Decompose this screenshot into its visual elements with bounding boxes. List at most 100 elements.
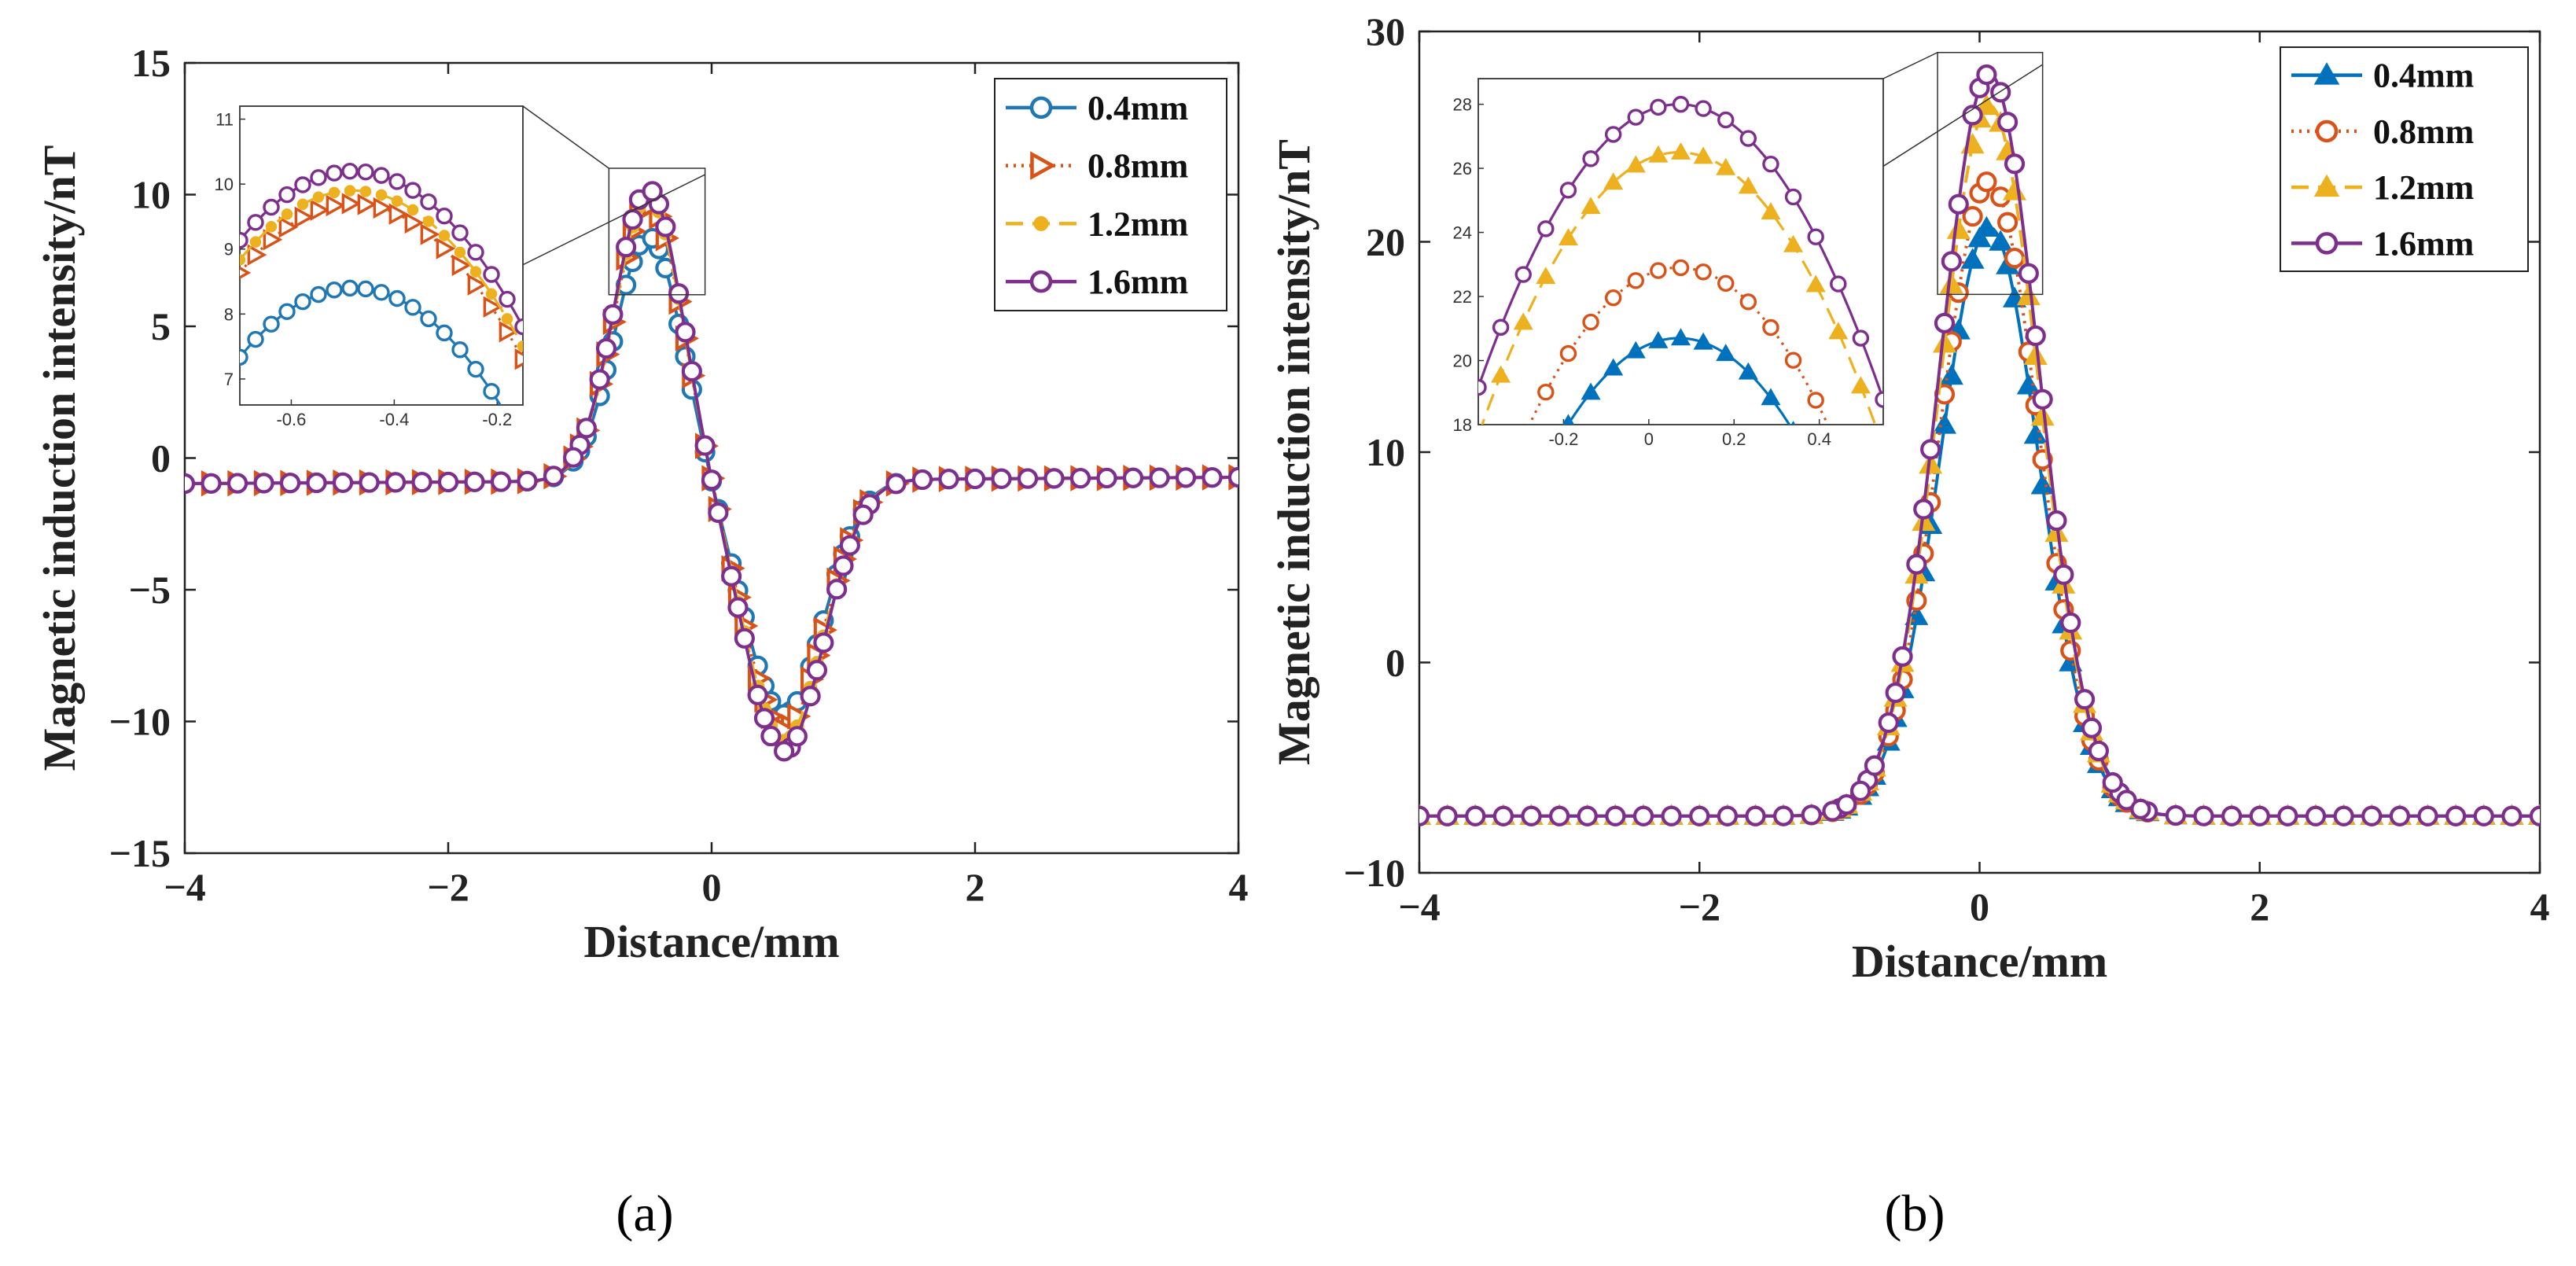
data-point xyxy=(1919,453,1943,474)
inset-data-point xyxy=(357,193,377,215)
data-point xyxy=(2030,473,2055,495)
inset-data-point xyxy=(263,315,280,333)
zoom-region xyxy=(1937,52,2044,296)
inset-data-point xyxy=(1830,275,1847,293)
inset-data-point xyxy=(1582,150,1599,167)
data-point xyxy=(1948,193,1969,215)
inset-data-point xyxy=(1717,111,1735,129)
inset-data-point xyxy=(359,186,372,197)
data-point xyxy=(490,471,512,492)
inset-data-point xyxy=(341,279,359,297)
data-point xyxy=(727,597,749,618)
inset-y-tick-label: 11 xyxy=(215,110,234,130)
inset-data-point xyxy=(1852,329,1870,347)
inset-x-tick-label: 0 xyxy=(1644,429,1654,449)
inset-data-point xyxy=(1762,318,1779,337)
inset-data-point xyxy=(451,224,469,241)
y-tick-label: −10 xyxy=(1344,851,1406,895)
inset-series-0.8mm xyxy=(240,193,523,370)
data-point xyxy=(1419,805,1430,826)
x-tick-label: 0 xyxy=(702,865,722,909)
inset-y-tick-label: 9 xyxy=(224,240,234,259)
inset-data-point xyxy=(1514,266,1532,283)
data-point xyxy=(1892,646,1913,667)
inset-y-tick-label: 20 xyxy=(1453,351,1472,371)
data-point xyxy=(675,322,696,343)
inset-data-point xyxy=(517,340,523,352)
data-point xyxy=(839,535,860,556)
data-point xyxy=(852,504,874,525)
inset-plot: -0.6 -0.4 -0.2 7 8 9 10 11 xyxy=(215,105,524,429)
data-point xyxy=(681,361,702,382)
inset-data-point xyxy=(1562,414,1575,425)
legend-entry: 1.6mm xyxy=(1006,263,1188,301)
data-point xyxy=(2088,740,2109,762)
inset-data-point xyxy=(1716,344,1736,362)
inset-data-point xyxy=(310,199,330,221)
legend-marker xyxy=(1029,270,1053,293)
data-point xyxy=(1492,805,1514,826)
data-point xyxy=(1906,554,1927,575)
inset-plot: -0.2 0 0.2 0.4 18 20 22 24 26 28 xyxy=(1453,78,1884,449)
data-point xyxy=(1632,805,1654,826)
inset-data-point xyxy=(514,318,523,336)
inset-data-point xyxy=(1739,293,1757,311)
data-point xyxy=(2116,789,2137,811)
data-point xyxy=(226,473,248,494)
inset-data-point xyxy=(1695,100,1712,117)
inset-data-point xyxy=(1650,262,1667,279)
inset-data-point xyxy=(1625,155,1646,173)
legend-label: 0.4mm xyxy=(1087,89,1188,127)
inset-data-point xyxy=(467,360,484,378)
inset-x-tick-label: 0.4 xyxy=(1807,429,1831,449)
data-point xyxy=(1773,805,1794,826)
inset-data-point xyxy=(1738,362,1758,380)
inset-data-point xyxy=(265,221,278,233)
data-point xyxy=(2361,805,2383,826)
y-tick-label: 15 xyxy=(131,41,171,85)
data-point xyxy=(359,472,380,493)
data-point xyxy=(813,632,834,653)
data-point xyxy=(1465,805,1486,826)
data-point xyxy=(2193,805,2214,826)
inset-data-point xyxy=(388,289,406,307)
inset-data-point xyxy=(451,341,469,359)
inset-data-point xyxy=(1559,182,1577,199)
legend-entry: 0.4mm xyxy=(1006,89,1188,127)
inset-data-point xyxy=(278,303,296,320)
inset-data-point xyxy=(1536,267,1556,285)
data-point xyxy=(642,181,663,202)
legend-label: 1.6mm xyxy=(1087,263,1188,301)
legend-marker xyxy=(2313,62,2340,85)
data-point xyxy=(1962,206,1983,227)
inset-series-0.4mm xyxy=(240,279,502,405)
inset-y-tick-label: 22 xyxy=(1453,287,1472,307)
data-point xyxy=(1577,805,1598,826)
data-point xyxy=(747,684,768,705)
inset-data-point xyxy=(391,195,403,207)
data-point xyxy=(1437,805,1458,826)
data-point xyxy=(833,555,854,576)
data-point xyxy=(1967,226,1992,248)
inset-data-point xyxy=(451,254,472,277)
inset-data-point xyxy=(296,198,309,211)
data-point xyxy=(2046,510,2067,532)
inset-data-point xyxy=(1558,228,1578,246)
inset-data-point xyxy=(407,204,419,216)
panel-label-b: (b) xyxy=(1885,1185,1945,1242)
inset-data-point xyxy=(404,182,421,199)
legend-marker xyxy=(1030,151,1057,180)
inset-data-point xyxy=(1604,289,1622,307)
inset-series-1.2mm xyxy=(240,185,523,352)
inset-data-point xyxy=(1672,95,1690,113)
data-point xyxy=(1122,467,1144,488)
data-point xyxy=(1997,112,2018,133)
inset-data-point xyxy=(1627,272,1644,289)
data-point xyxy=(1521,805,1542,826)
inset-data-point xyxy=(1875,391,1883,408)
data-point xyxy=(185,473,196,495)
inset-data-point xyxy=(499,290,516,308)
y-tick-label: 10 xyxy=(1366,430,1405,474)
inset-data-point xyxy=(373,197,393,219)
